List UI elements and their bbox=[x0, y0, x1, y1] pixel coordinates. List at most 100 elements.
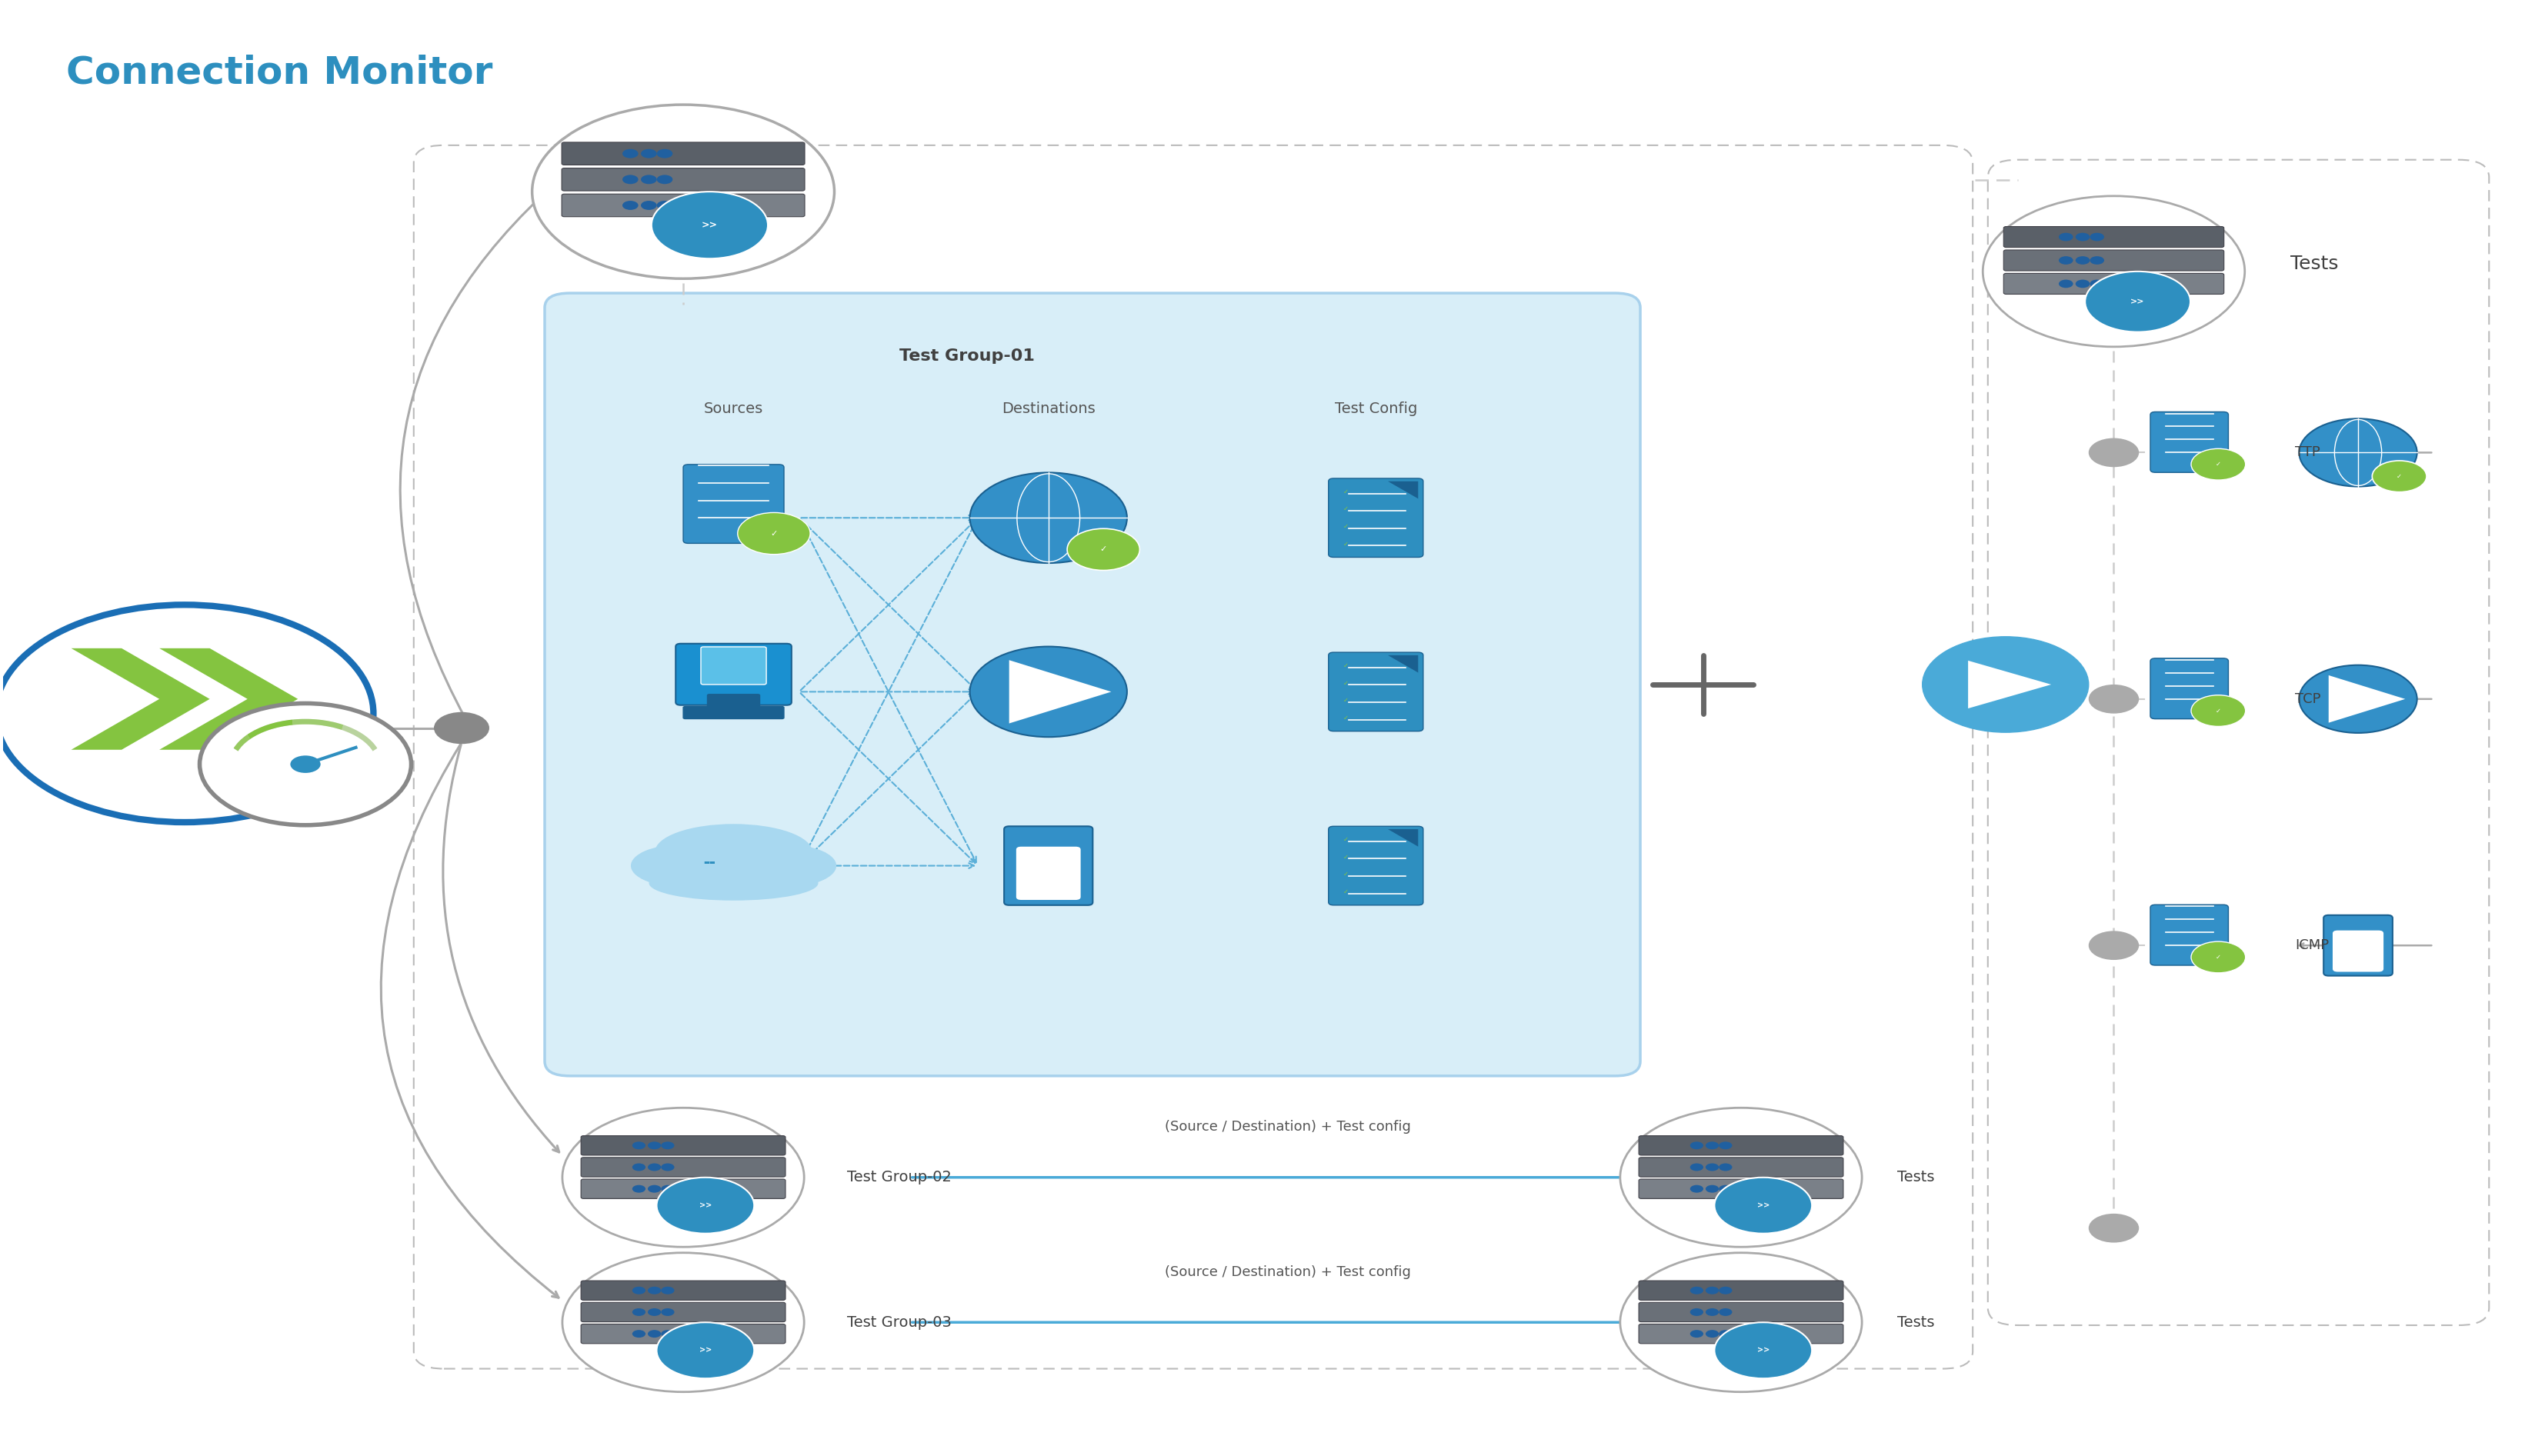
Circle shape bbox=[2086, 271, 2189, 332]
Text: >>: >> bbox=[1757, 1347, 1770, 1354]
FancyBboxPatch shape bbox=[1639, 1281, 1843, 1300]
Circle shape bbox=[631, 1309, 646, 1316]
Circle shape bbox=[2300, 419, 2416, 486]
FancyBboxPatch shape bbox=[1015, 846, 1081, 900]
FancyBboxPatch shape bbox=[1328, 827, 1424, 906]
Text: ✓: ✓ bbox=[1343, 680, 1348, 687]
FancyBboxPatch shape bbox=[2005, 274, 2225, 294]
Circle shape bbox=[641, 149, 657, 159]
Circle shape bbox=[2058, 256, 2073, 265]
Circle shape bbox=[649, 1163, 662, 1171]
Text: Test Group-03: Test Group-03 bbox=[846, 1315, 952, 1329]
Text: ✓: ✓ bbox=[1343, 836, 1348, 843]
Circle shape bbox=[970, 473, 1126, 563]
Text: Tests: Tests bbox=[1896, 1171, 1934, 1185]
Circle shape bbox=[649, 1329, 662, 1338]
Circle shape bbox=[737, 513, 811, 555]
Circle shape bbox=[649, 1185, 662, 1192]
Text: >>: >> bbox=[699, 1201, 712, 1210]
Text: ✓: ✓ bbox=[1343, 488, 1348, 495]
Circle shape bbox=[1982, 197, 2245, 347]
Text: ✓: ✓ bbox=[1343, 523, 1348, 530]
FancyBboxPatch shape bbox=[545, 293, 1641, 1076]
Circle shape bbox=[1689, 1329, 1704, 1338]
Circle shape bbox=[1689, 1287, 1704, 1294]
Text: Connection Monitor: Connection Monitor bbox=[66, 54, 492, 90]
Circle shape bbox=[563, 1252, 803, 1392]
Text: Tests: Tests bbox=[1896, 1315, 1934, 1329]
Text: >>: >> bbox=[699, 1347, 712, 1354]
Ellipse shape bbox=[654, 824, 813, 879]
Circle shape bbox=[563, 1108, 803, 1246]
Circle shape bbox=[434, 712, 490, 744]
Text: ✓: ✓ bbox=[2214, 954, 2222, 961]
Circle shape bbox=[199, 703, 412, 826]
FancyBboxPatch shape bbox=[581, 1158, 785, 1176]
Circle shape bbox=[290, 756, 321, 773]
Polygon shape bbox=[1967, 661, 2050, 709]
Text: ✓: ✓ bbox=[1343, 871, 1348, 878]
Circle shape bbox=[2371, 460, 2427, 492]
Polygon shape bbox=[1389, 828, 1419, 846]
Circle shape bbox=[657, 201, 672, 210]
FancyBboxPatch shape bbox=[2151, 658, 2230, 719]
FancyBboxPatch shape bbox=[1639, 1302, 1843, 1322]
FancyBboxPatch shape bbox=[561, 194, 805, 217]
Circle shape bbox=[621, 175, 639, 183]
Polygon shape bbox=[2328, 676, 2406, 722]
Circle shape bbox=[1689, 1163, 1704, 1171]
Polygon shape bbox=[1010, 660, 1111, 724]
Circle shape bbox=[621, 201, 639, 210]
Circle shape bbox=[631, 1287, 646, 1294]
Circle shape bbox=[1720, 1142, 1732, 1149]
Ellipse shape bbox=[740, 844, 836, 887]
Circle shape bbox=[631, 1163, 646, 1171]
Text: Test Group-02: Test Group-02 bbox=[846, 1171, 952, 1185]
FancyBboxPatch shape bbox=[2333, 930, 2384, 971]
FancyBboxPatch shape bbox=[581, 1281, 785, 1300]
Circle shape bbox=[2192, 942, 2245, 973]
Circle shape bbox=[2091, 233, 2103, 242]
Text: ✓: ✓ bbox=[1343, 853, 1348, 860]
FancyBboxPatch shape bbox=[2151, 412, 2230, 472]
Circle shape bbox=[657, 149, 672, 159]
Circle shape bbox=[2192, 448, 2245, 480]
Circle shape bbox=[631, 1142, 646, 1149]
Circle shape bbox=[533, 105, 833, 278]
Text: ✓: ✓ bbox=[1343, 662, 1348, 670]
Circle shape bbox=[662, 1163, 674, 1171]
Circle shape bbox=[662, 1287, 674, 1294]
Text: ▬▬: ▬▬ bbox=[704, 859, 715, 866]
FancyBboxPatch shape bbox=[2151, 904, 2230, 965]
Circle shape bbox=[2091, 280, 2103, 288]
Circle shape bbox=[1720, 1309, 1732, 1316]
Circle shape bbox=[1068, 529, 1139, 571]
Polygon shape bbox=[1389, 655, 1419, 673]
Circle shape bbox=[2091, 256, 2103, 265]
FancyBboxPatch shape bbox=[707, 695, 760, 711]
Circle shape bbox=[657, 175, 672, 183]
Circle shape bbox=[649, 1309, 662, 1316]
Text: ✓: ✓ bbox=[2214, 462, 2222, 467]
Text: Test Group-01: Test Group-01 bbox=[899, 348, 1035, 364]
Circle shape bbox=[2300, 665, 2416, 732]
Text: ✓: ✓ bbox=[2396, 473, 2401, 480]
Ellipse shape bbox=[649, 866, 818, 900]
FancyBboxPatch shape bbox=[1639, 1179, 1843, 1198]
FancyBboxPatch shape bbox=[561, 143, 805, 165]
Circle shape bbox=[2088, 1214, 2139, 1242]
Circle shape bbox=[2088, 438, 2139, 467]
Text: (Source / Destination) + Test config: (Source / Destination) + Test config bbox=[1164, 1120, 1411, 1134]
Circle shape bbox=[2058, 280, 2073, 288]
Polygon shape bbox=[159, 648, 298, 750]
Circle shape bbox=[662, 1142, 674, 1149]
Circle shape bbox=[641, 201, 657, 210]
Circle shape bbox=[1714, 1322, 1813, 1379]
Text: ✓: ✓ bbox=[770, 530, 778, 537]
Circle shape bbox=[1689, 1142, 1704, 1149]
FancyBboxPatch shape bbox=[682, 706, 785, 719]
FancyBboxPatch shape bbox=[1639, 1158, 1843, 1176]
FancyBboxPatch shape bbox=[1005, 827, 1093, 906]
Text: Sources: Sources bbox=[704, 402, 763, 416]
Circle shape bbox=[0, 604, 374, 823]
